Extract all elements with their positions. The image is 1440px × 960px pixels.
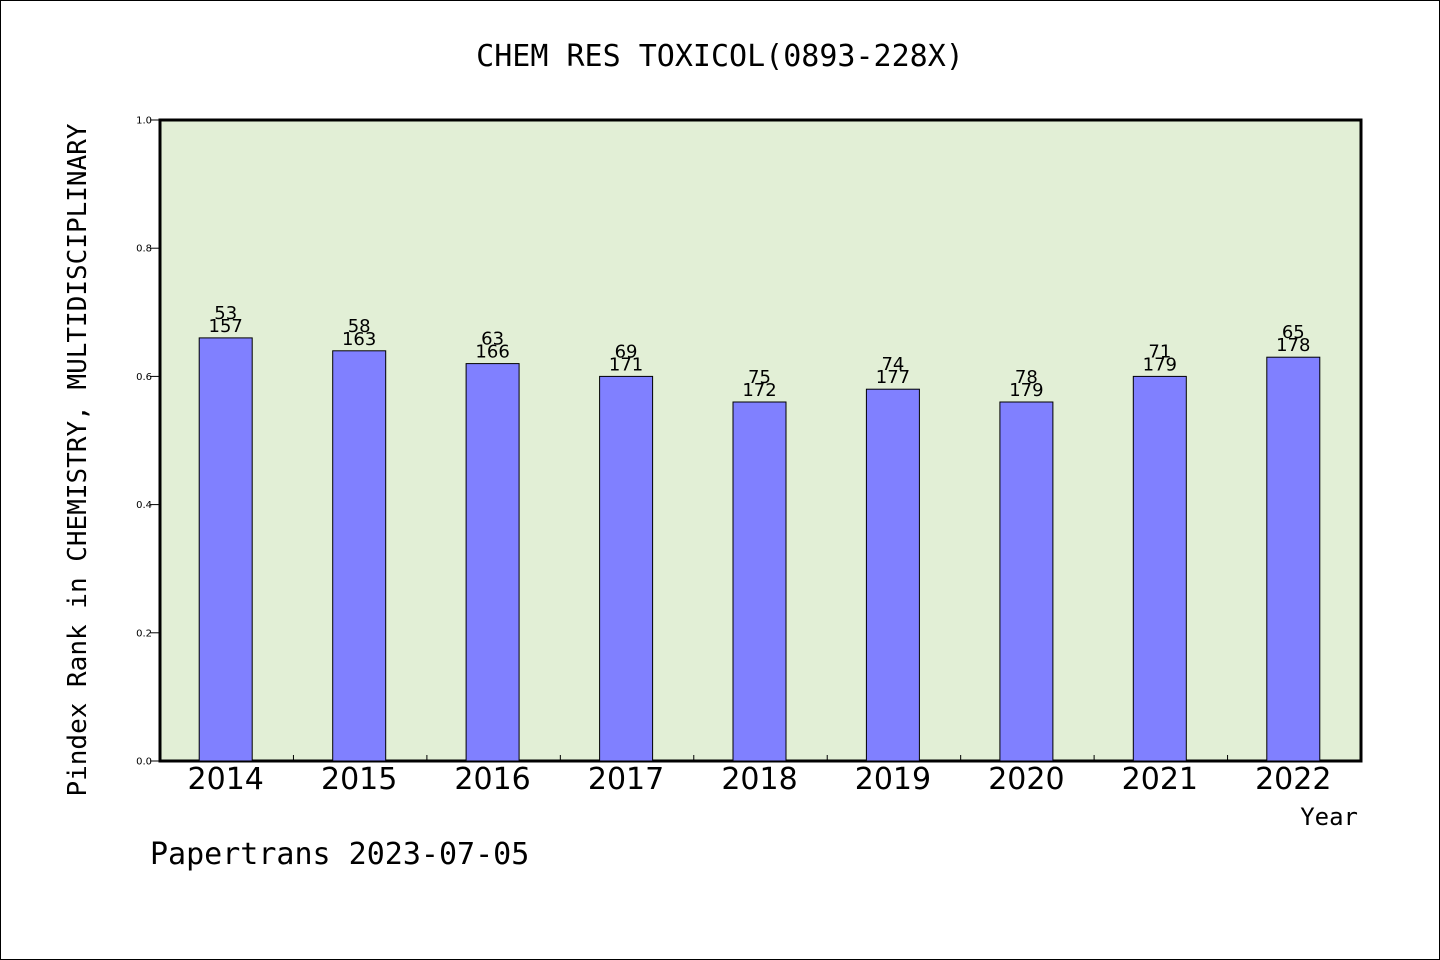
x-axis-label: Year	[1300, 803, 1358, 831]
bar-total-label: 179	[1143, 354, 1177, 375]
y-tick-label: 0.8	[136, 244, 152, 255]
y-tick-label: 0.2	[136, 628, 152, 639]
bar	[1266, 356, 1321, 762]
x-tick-label: 2019	[855, 762, 931, 797]
bar-total-label: 157	[209, 316, 243, 337]
x-tick-label: 2020	[988, 762, 1064, 797]
bar-rank-label: 75	[748, 367, 771, 388]
y-axis-label: Pindex Rank in CHEMISTRY, MULTIDISCIPLIN…	[63, 123, 93, 796]
x-tick-label: 2022	[1255, 762, 1331, 797]
x-tick-label: 2016	[454, 762, 530, 797]
bar	[865, 388, 920, 762]
bar-rank-label: 69	[615, 341, 638, 362]
bar-total-label: 163	[342, 329, 376, 350]
y-tick-label: 0.0	[136, 757, 152, 768]
x-tick-label: 2017	[588, 762, 664, 797]
bar-rank-label: 63	[481, 329, 504, 350]
y-tick-label: 1.0	[136, 116, 152, 127]
bar-total-label: 178	[1276, 335, 1310, 356]
bar-rank-label: 65	[1282, 322, 1305, 343]
bar	[465, 363, 520, 762]
x-tick-label: 2014	[188, 762, 264, 797]
y-tick-label: 0.6	[136, 372, 152, 383]
bar-total-label: 172	[742, 380, 776, 401]
bar-rank-label: 74	[881, 354, 904, 375]
x-tick-label: 2021	[1122, 762, 1198, 797]
bar-total-label: 166	[475, 342, 509, 363]
bar-total-label: 179	[1009, 380, 1043, 401]
bar	[198, 337, 253, 762]
bar	[1132, 375, 1187, 762]
bar-rank-label: 53	[214, 303, 237, 324]
x-tick-label: 2018	[721, 762, 797, 797]
bar-rank-label: 78	[1015, 367, 1038, 388]
footer-credit: Papertrans 2023-07-05	[150, 837, 529, 872]
bar-total-label: 177	[876, 367, 910, 388]
bar-total-label: 171	[609, 354, 643, 375]
bar	[999, 401, 1054, 762]
bar-rank-label: 58	[348, 316, 371, 337]
bar-rank-label: 71	[1148, 341, 1171, 362]
x-tick-label: 2015	[321, 762, 397, 797]
chart-title: CHEM RES TOXICOL(0893-228X)	[476, 39, 964, 74]
bar	[599, 375, 654, 762]
bar	[332, 350, 387, 762]
bar	[732, 401, 787, 762]
y-tick-label: 0.4	[136, 500, 152, 511]
